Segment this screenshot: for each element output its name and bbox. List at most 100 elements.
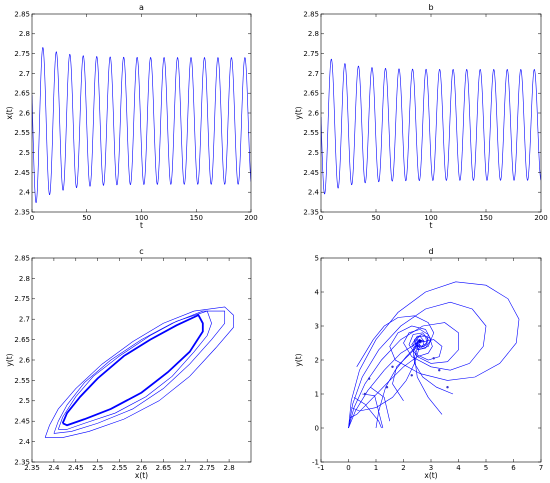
y-tick-label: 2.4 <box>19 189 31 197</box>
series-line-13 <box>414 344 443 415</box>
chart-title: b <box>428 3 433 12</box>
y-tick-label: 2.65 <box>14 90 30 98</box>
arrow-marker-4 <box>410 374 413 377</box>
y-tick-label: 2.5 <box>308 149 319 157</box>
y-tick-label: 2.4 <box>19 438 31 446</box>
y-tick-label: 2.8 <box>19 275 30 283</box>
y-tick-label: 2.4 <box>308 189 320 197</box>
x-tick-label: 0 <box>319 214 323 222</box>
y-tick-label: 2.5 <box>19 149 30 157</box>
series-line-6 <box>353 397 382 429</box>
x-tick-label: 0 <box>30 214 34 222</box>
x-tick-label: 0 <box>346 464 350 472</box>
series-line-0 <box>348 281 520 429</box>
series-line-5 <box>351 342 421 412</box>
y-tick-label: 2.55 <box>303 129 319 137</box>
y-tick-label: 2.7 <box>19 70 30 78</box>
arrow-marker-1 <box>391 365 394 368</box>
x-tick-label: 100 <box>135 214 148 222</box>
series-line-0 <box>321 58 541 195</box>
x-tick-label: 4 <box>456 464 461 472</box>
x-tick-label: 50 <box>82 214 91 222</box>
series-line-3 <box>348 335 443 429</box>
plot-frame <box>31 13 252 213</box>
series-line-2 <box>348 322 459 429</box>
y-axis-label: y(t) <box>5 353 14 366</box>
series-line-9 <box>370 386 391 422</box>
x-tick-label: 1 <box>374 464 378 472</box>
y-axis-label: y(t) <box>294 353 303 366</box>
y-tick-label: 2.35 <box>14 458 30 466</box>
arrow-marker-2 <box>438 369 441 372</box>
chart-panel-c: 2.35 2.4 2.45 2.5 2.55 2.6 2.65 2.7 2.75 2.8 2.35 2… <box>5 247 252 480</box>
x-tick-label: 2 <box>401 464 405 472</box>
chart-panel-d: -1 0 1 2 3 4 5 6 7 -1 0 1 2 3 4 5 d x(t) y(t) <box>294 247 543 480</box>
x-tick-label: 2.55 <box>112 464 128 472</box>
y-tick-label: 2.85 <box>303 10 319 18</box>
y-tick-label: 2.35 <box>14 208 30 216</box>
x-axis-label: t <box>140 221 143 230</box>
y-axis-label: x(t) <box>5 106 14 119</box>
chart-title: c <box>139 247 143 256</box>
series-line-8 <box>362 393 384 429</box>
series-line-12 <box>412 342 454 395</box>
y-tick-label: 2.7 <box>308 70 319 78</box>
y-tick-label: 4 <box>315 288 320 296</box>
y-tick-label: 2.85 <box>14 254 30 262</box>
x-tick-label: 2.75 <box>199 464 215 472</box>
y-tick-label: 2.75 <box>14 50 30 58</box>
y-tick-label: 2.45 <box>303 169 319 177</box>
x-tick-label: -1 <box>318 464 325 472</box>
x-tick-label: 150 <box>190 214 203 222</box>
chart-panel-b: 0 50 100 150 200 2.35 2.4 2.45 2.5 2.55 2.6 2.65 2.7… <box>294 3 548 230</box>
y-tick-label: 2.6 <box>19 109 31 117</box>
y-tick-label: 2.85 <box>14 10 30 18</box>
x-tick-label: 2.4 <box>48 464 60 472</box>
y-tick-label: 2.8 <box>308 30 319 38</box>
plot-frame <box>320 257 542 463</box>
y-tick-label: 2.65 <box>14 336 30 344</box>
y-tick-label: 0 <box>315 424 319 432</box>
y-tick-label: 3 <box>315 322 319 330</box>
y-tick-label: 2.75 <box>14 295 30 303</box>
y-tick-label: 2.35 <box>303 208 319 216</box>
x-tick-label: 200 <box>534 214 547 222</box>
x-tick-label: 5 <box>484 464 488 472</box>
x-tick-label: 150 <box>479 214 492 222</box>
y-tick-label: 2.55 <box>14 129 30 137</box>
y-tick-label: 2.45 <box>14 169 30 177</box>
y-tick-label: 5 <box>315 254 319 262</box>
x-tick-label: 6 <box>511 464 516 472</box>
x-tick-label: 2.35 <box>24 464 40 472</box>
y-tick-label: 2.6 <box>19 356 31 364</box>
y-tick-label: 2.75 <box>303 50 319 58</box>
y-tick-label: 2.65 <box>303 90 319 98</box>
arrow-marker-5 <box>432 357 435 360</box>
x-tick-label: 2.6 <box>136 464 148 472</box>
y-tick-label: 1 <box>315 390 319 398</box>
x-tick-label: 100 <box>424 214 437 222</box>
x-tick-label: 2.5 <box>92 464 103 472</box>
chart-title: d <box>428 247 433 256</box>
x-tick-label: 2.7 <box>180 464 191 472</box>
arrow-marker-7 <box>385 386 389 389</box>
y-tick-label: 2.55 <box>14 377 30 385</box>
y-tick-label: 2.5 <box>19 397 30 405</box>
x-axis-label: t <box>430 221 433 230</box>
chart-title: a <box>139 3 144 12</box>
y-tick-label: 2.6 <box>308 109 320 117</box>
x-tick-label: 7 <box>539 464 543 472</box>
y-tick-label: 2.7 <box>19 316 30 324</box>
plot-frame <box>31 257 252 463</box>
series-line-4 <box>349 334 433 419</box>
x-tick-label: 2.65 <box>156 464 172 472</box>
series-line-10 <box>392 346 418 401</box>
series-line-0 <box>61 313 204 427</box>
x-tick-label: 50 <box>372 214 381 222</box>
series-line-11 <box>356 315 435 367</box>
equilibrium-point <box>418 339 422 343</box>
series-line-7 <box>375 342 419 429</box>
x-axis-label: x(t) <box>424 471 437 480</box>
plot-frame <box>320 13 542 213</box>
